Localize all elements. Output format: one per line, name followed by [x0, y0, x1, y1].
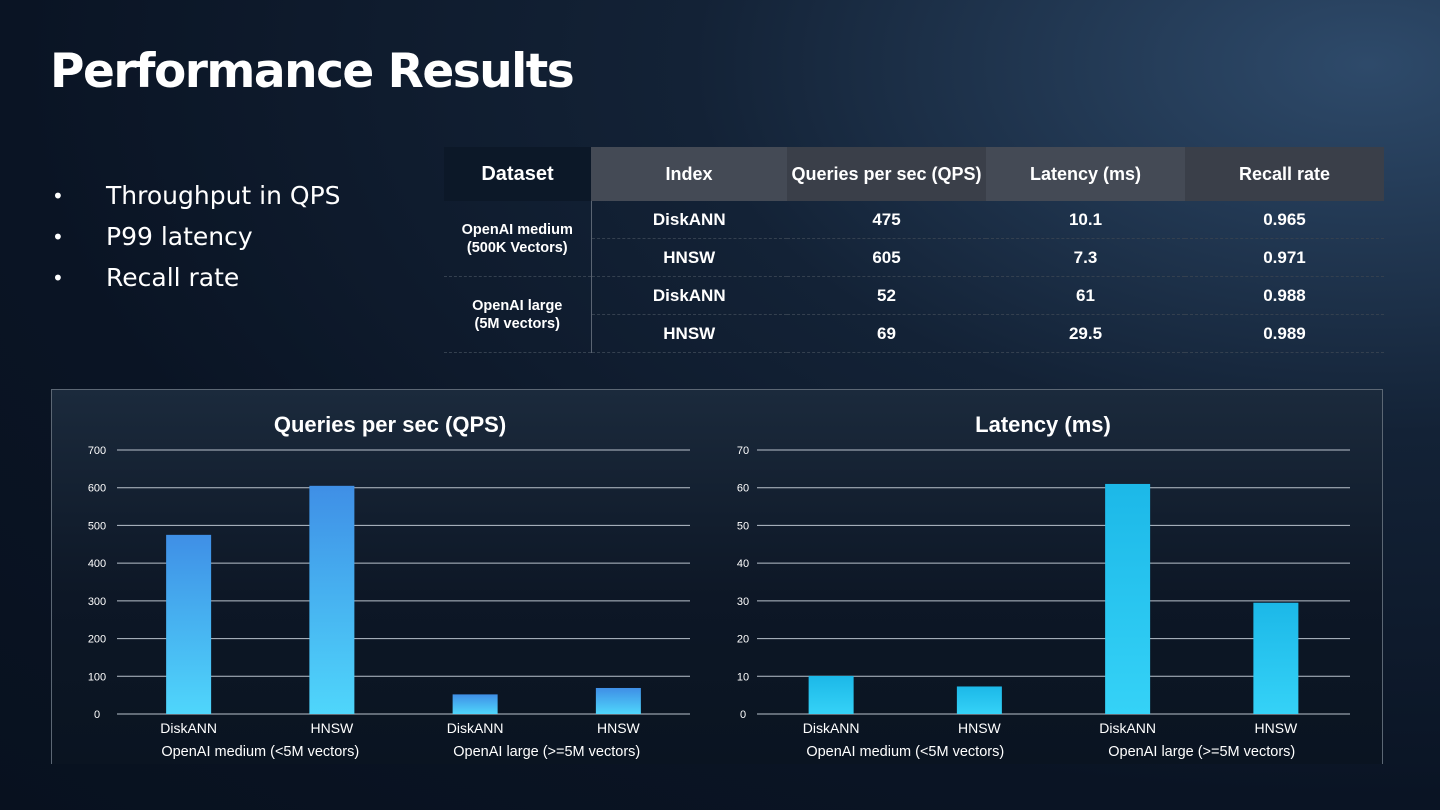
- y-tick-label: 60: [737, 483, 749, 495]
- table-row: OpenAI medium (500K Vectors) DiskANN 475…: [444, 201, 1384, 277]
- cell-index: DiskANN: [591, 276, 787, 315]
- chart-title: Queries per sec (QPS): [274, 412, 506, 437]
- x-tick-label: DiskANN: [803, 720, 860, 736]
- dataset-size: (5M vectors): [474, 315, 560, 332]
- header-qps: Queries per sec (QPS): [787, 147, 986, 201]
- y-tick-label: 0: [94, 709, 100, 721]
- dataset-cell: OpenAI large (5M vectors): [444, 276, 592, 353]
- y-tick-label: 50: [737, 520, 749, 532]
- bar: [1105, 483, 1151, 714]
- y-tick-label: 300: [88, 596, 106, 608]
- cell-latency: 10.1: [986, 201, 1185, 239]
- table-row: HNSW 605 7.3 0.971: [444, 238, 1384, 277]
- results-table: Dataset Index Queries per sec (QPS) Late…: [444, 147, 1384, 353]
- cell-index: DiskANN: [591, 201, 787, 239]
- cell-index: HNSW: [591, 238, 787, 277]
- x-tick-label: HNSW: [310, 720, 354, 736]
- y-tick-label: 40: [737, 558, 749, 570]
- bar: [595, 687, 641, 714]
- bar: [956, 686, 1002, 714]
- cell-qps: 475: [787, 201, 986, 239]
- cell-latency: 61: [986, 276, 1185, 315]
- cell-recall: 0.988: [1185, 276, 1384, 315]
- y-tick-label: 70: [737, 445, 749, 457]
- chart-title: Latency (ms): [975, 412, 1111, 437]
- dataset-cell: OpenAI medium (500K Vectors): [444, 201, 592, 277]
- dataset-size: (500K Vectors): [466, 239, 568, 256]
- y-tick-label: 20: [737, 634, 749, 646]
- y-tick-label: 200: [88, 634, 106, 646]
- chart-panel: [51, 389, 1383, 764]
- table-row: HNSW 69 29.5 0.989: [444, 314, 1384, 353]
- cell-recall: 0.965: [1185, 201, 1384, 239]
- bullet-dot: •: [52, 184, 64, 208]
- bullet-item: • P99 latency: [50, 219, 341, 260]
- table-row: OpenAI large (5M vectors) DiskANN 52 61 …: [444, 276, 1384, 353]
- group-label: OpenAI medium (<5M vectors): [161, 744, 359, 760]
- bar: [309, 485, 355, 714]
- y-tick-label: 500: [88, 520, 106, 532]
- x-tick-label: DiskANN: [160, 720, 217, 736]
- bullet-list: • Throughput in QPS • P99 latency • Recall …: [50, 178, 341, 301]
- bar: [808, 675, 854, 714]
- group-label: OpenAI medium (<5M vectors): [806, 744, 1004, 760]
- bar: [452, 694, 498, 714]
- bullet-item: • Recall rate: [50, 260, 341, 301]
- x-tick-label: HNSW: [597, 720, 641, 736]
- x-tick-label: HNSW: [958, 720, 1002, 736]
- x-tick-label: DiskANN: [1099, 720, 1156, 736]
- dataset-name: OpenAI medium: [461, 221, 573, 238]
- bullet-item: • Throughput in QPS: [50, 178, 341, 219]
- bullet-dot: •: [52, 225, 64, 249]
- cell-qps: 69: [787, 314, 986, 353]
- page-title: Performance Results: [50, 44, 575, 99]
- cell-qps: 52: [787, 276, 986, 315]
- y-tick-label: 100: [88, 671, 106, 683]
- x-tick-label: HNSW: [1254, 720, 1298, 736]
- y-tick-label: 600: [88, 483, 106, 495]
- cell-index: HNSW: [591, 314, 787, 353]
- cell-recall: 0.989: [1185, 314, 1384, 353]
- cell-latency: 7.3: [986, 238, 1185, 277]
- group-label: OpenAI large (>=5M vectors): [1108, 744, 1295, 760]
- cell-latency: 29.5: [986, 314, 1185, 353]
- y-tick-label: 10: [737, 671, 749, 683]
- dataset-name: OpenAI large: [472, 297, 563, 314]
- cell-qps: 605: [787, 238, 986, 277]
- bar: [166, 534, 212, 714]
- header-dataset: Dataset: [444, 147, 591, 201]
- x-tick-label: DiskANN: [447, 720, 504, 736]
- header-recall: Recall rate: [1185, 147, 1384, 201]
- y-tick-label: 30: [737, 596, 749, 608]
- table-header-row: Dataset Index Queries per sec (QPS) Late…: [444, 147, 1384, 201]
- y-tick-label: 400: [88, 558, 106, 570]
- bullet-text: Recall rate: [106, 263, 240, 292]
- bullet-text: Throughput in QPS: [106, 181, 341, 210]
- group-label: OpenAI large (>=5M vectors): [453, 744, 640, 760]
- bullet-dot: •: [52, 266, 64, 290]
- y-tick-label: 700: [88, 445, 106, 457]
- header-latency: Latency (ms): [986, 147, 1185, 201]
- bullet-text: P99 latency: [106, 222, 253, 251]
- cell-recall: 0.971: [1185, 238, 1384, 277]
- bar: [1253, 602, 1299, 714]
- y-tick-label: 0: [740, 709, 746, 721]
- header-index: Index: [591, 147, 787, 201]
